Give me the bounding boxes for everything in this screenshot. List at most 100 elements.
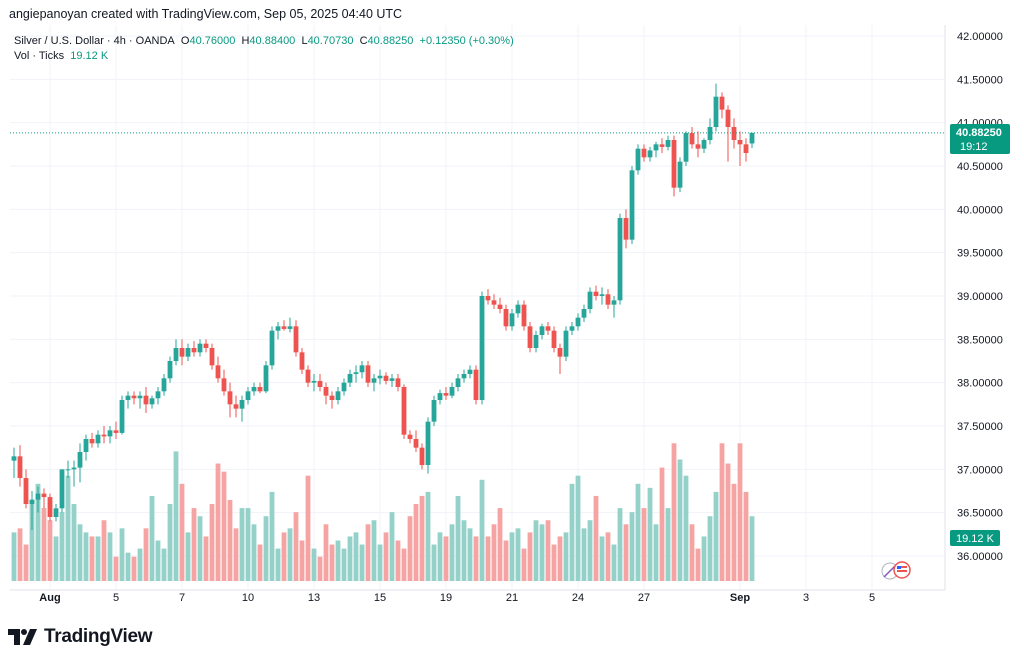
candle-body [353, 372, 359, 374]
candle-body [179, 348, 185, 357]
volume-bar [359, 544, 365, 581]
volume-bar [743, 491, 749, 581]
candle-body [683, 133, 689, 162]
candle-body [41, 493, 47, 498]
candle [329, 391, 335, 409]
volume-bar [689, 524, 695, 581]
candle-body [515, 304, 521, 314]
candle [185, 343, 191, 361]
candle-body [53, 508, 59, 517]
volume-value: 19.12 K [70, 50, 109, 62]
price-tick-label: 36.00000 [957, 551, 1003, 563]
volume-bar [671, 443, 677, 581]
volume-bar [449, 524, 455, 581]
candle [431, 395, 437, 426]
candle [125, 391, 131, 409]
candle-body [29, 499, 35, 504]
volume-badge-value: 19.12 K [956, 533, 995, 545]
symbol-description[interactable]: Silver / U.S. Dollar · 4h · OANDA [14, 35, 175, 47]
volume-bar [533, 520, 539, 581]
volume-bar [539, 524, 545, 581]
candle-body [329, 395, 335, 400]
volume-label[interactable]: Vol · Ticks [14, 50, 65, 62]
candle-body [401, 387, 407, 435]
candle-body [293, 326, 299, 353]
grid-lines [10, 25, 945, 590]
candle [149, 395, 155, 409]
candle-body [569, 326, 575, 331]
candle [65, 460, 71, 478]
volume-bar [713, 491, 719, 581]
price-tick-label: 37.50000 [957, 421, 1003, 433]
candle [173, 339, 179, 366]
candle-body [575, 317, 581, 327]
volume-bar [731, 483, 737, 581]
candle [479, 291, 485, 405]
candle [107, 426, 113, 444]
candle [131, 391, 137, 405]
candle-body [443, 393, 449, 396]
candle-body [425, 421, 431, 465]
candle-body [731, 127, 737, 140]
economic-event-icons[interactable] [881, 561, 911, 580]
volume-bar [119, 528, 125, 581]
volume-bar [467, 528, 473, 581]
time-tick-label: 5 [869, 592, 875, 604]
volume-bar [701, 536, 707, 581]
candle [191, 341, 197, 357]
candle-body [623, 218, 629, 240]
volume-bar [401, 548, 407, 581]
candle-body [407, 434, 413, 439]
candle [209, 343, 215, 370]
volume-bar [35, 483, 41, 581]
volume-bar [47, 520, 53, 581]
volume-bar [341, 548, 347, 581]
candle-body [89, 439, 95, 444]
volume-bar [329, 544, 335, 581]
tradingview-logo[interactable]: TradingView [8, 625, 153, 649]
candle [335, 387, 341, 405]
candle-body [713, 96, 719, 127]
candle [29, 491, 35, 530]
candle-body [479, 296, 485, 400]
volume-bar [101, 520, 107, 581]
candle-body [251, 387, 257, 392]
candle [161, 374, 167, 396]
volume-bar [515, 528, 521, 581]
volume-bars [11, 443, 755, 581]
volume-bar [455, 495, 461, 581]
candle [617, 213, 623, 305]
volume-bar [617, 508, 623, 581]
time-tick-label: 13 [308, 592, 320, 604]
candle [395, 374, 401, 392]
volume-bar [305, 475, 311, 581]
candle-body [665, 140, 671, 147]
candle [23, 469, 29, 509]
candle [659, 138, 665, 153]
candle-body [125, 395, 131, 400]
volume-bar [275, 548, 281, 581]
candle [353, 365, 359, 383]
time-tick-label: 5 [113, 592, 119, 604]
candle [701, 138, 707, 153]
candle [713, 83, 719, 132]
candle-body [365, 365, 371, 383]
candle-body [659, 144, 665, 147]
candle-body [263, 365, 269, 392]
volume-bar [23, 544, 29, 581]
volume-bar [257, 544, 263, 581]
open-value: 40.76000 [189, 35, 236, 47]
volume-bar [17, 528, 23, 581]
volume-bar [167, 504, 173, 581]
candle [293, 320, 299, 357]
volume-bar [89, 536, 95, 581]
volume-bar [311, 548, 317, 581]
open-label: O [180, 35, 190, 47]
candle [437, 389, 443, 405]
candle [389, 374, 395, 387]
candle [749, 132, 755, 149]
candle [155, 387, 161, 405]
volume-bar [623, 524, 629, 581]
candle-body [617, 218, 623, 301]
